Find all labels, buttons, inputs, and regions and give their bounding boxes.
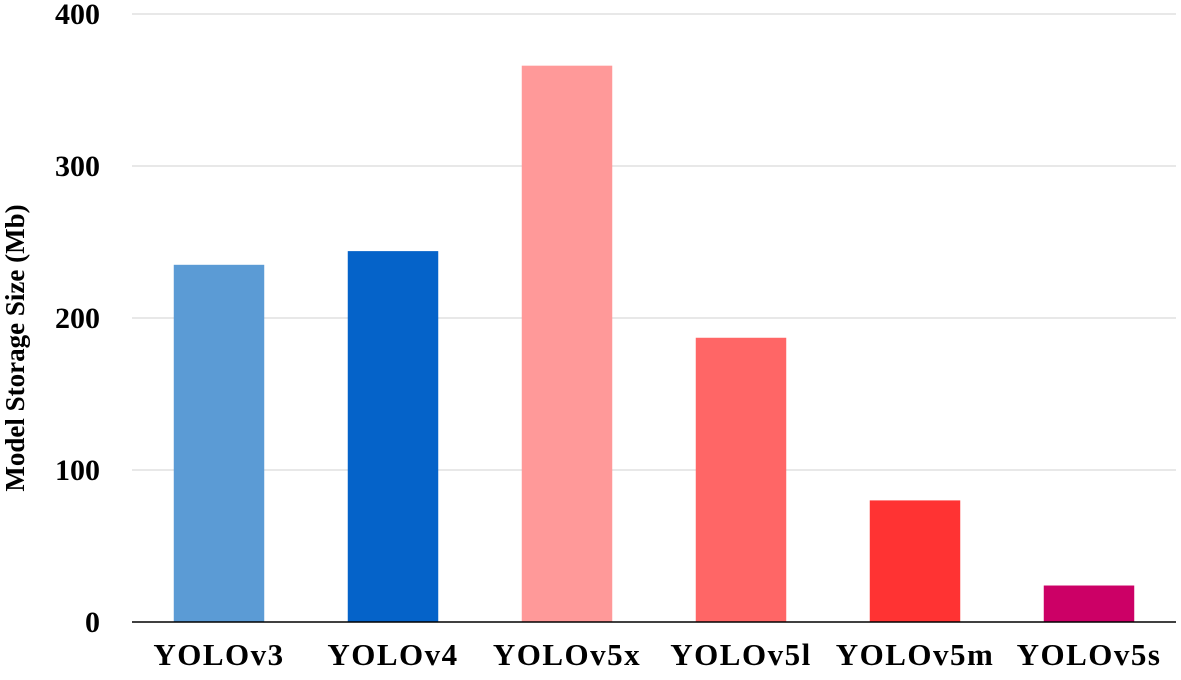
x-tick-labels: YOLOv3 YOLOv4 YOLOv5x YOLOv5l YOLOv5m YOLOv5s xyxy=(153,637,1162,672)
bar-yolov3 xyxy=(173,264,265,622)
bar-yolov5m xyxy=(869,500,961,622)
x-tick-label: YOLOv5x xyxy=(493,637,641,672)
bar-yolov5x xyxy=(521,65,613,623)
x-tick-label: YOLOv3 xyxy=(153,637,284,672)
x-tick-label: YOLOv5s xyxy=(1017,637,1162,672)
x-tick-label: YOLOv4 xyxy=(327,637,458,672)
x-tick-label: YOLOv5l xyxy=(670,637,811,672)
bar-yolov4 xyxy=(347,251,439,622)
gridlines xyxy=(132,13,1176,471)
y-tick-label: 400 xyxy=(55,0,100,31)
y-tick-label: 300 xyxy=(55,150,100,183)
bar-yolov5s xyxy=(1043,585,1135,622)
bar-yolov5l xyxy=(695,337,787,622)
y-tick-label: 200 xyxy=(55,302,100,335)
y-tick-label: 100 xyxy=(55,454,100,487)
bars xyxy=(173,65,1135,623)
x-tick-label: YOLOv5m xyxy=(836,637,995,672)
y-tick-labels: 0 100 200 300 400 xyxy=(55,0,100,639)
y-tick-label: 0 xyxy=(85,606,100,639)
y-axis-label: Model Storage Size (Mb) xyxy=(0,204,30,491)
